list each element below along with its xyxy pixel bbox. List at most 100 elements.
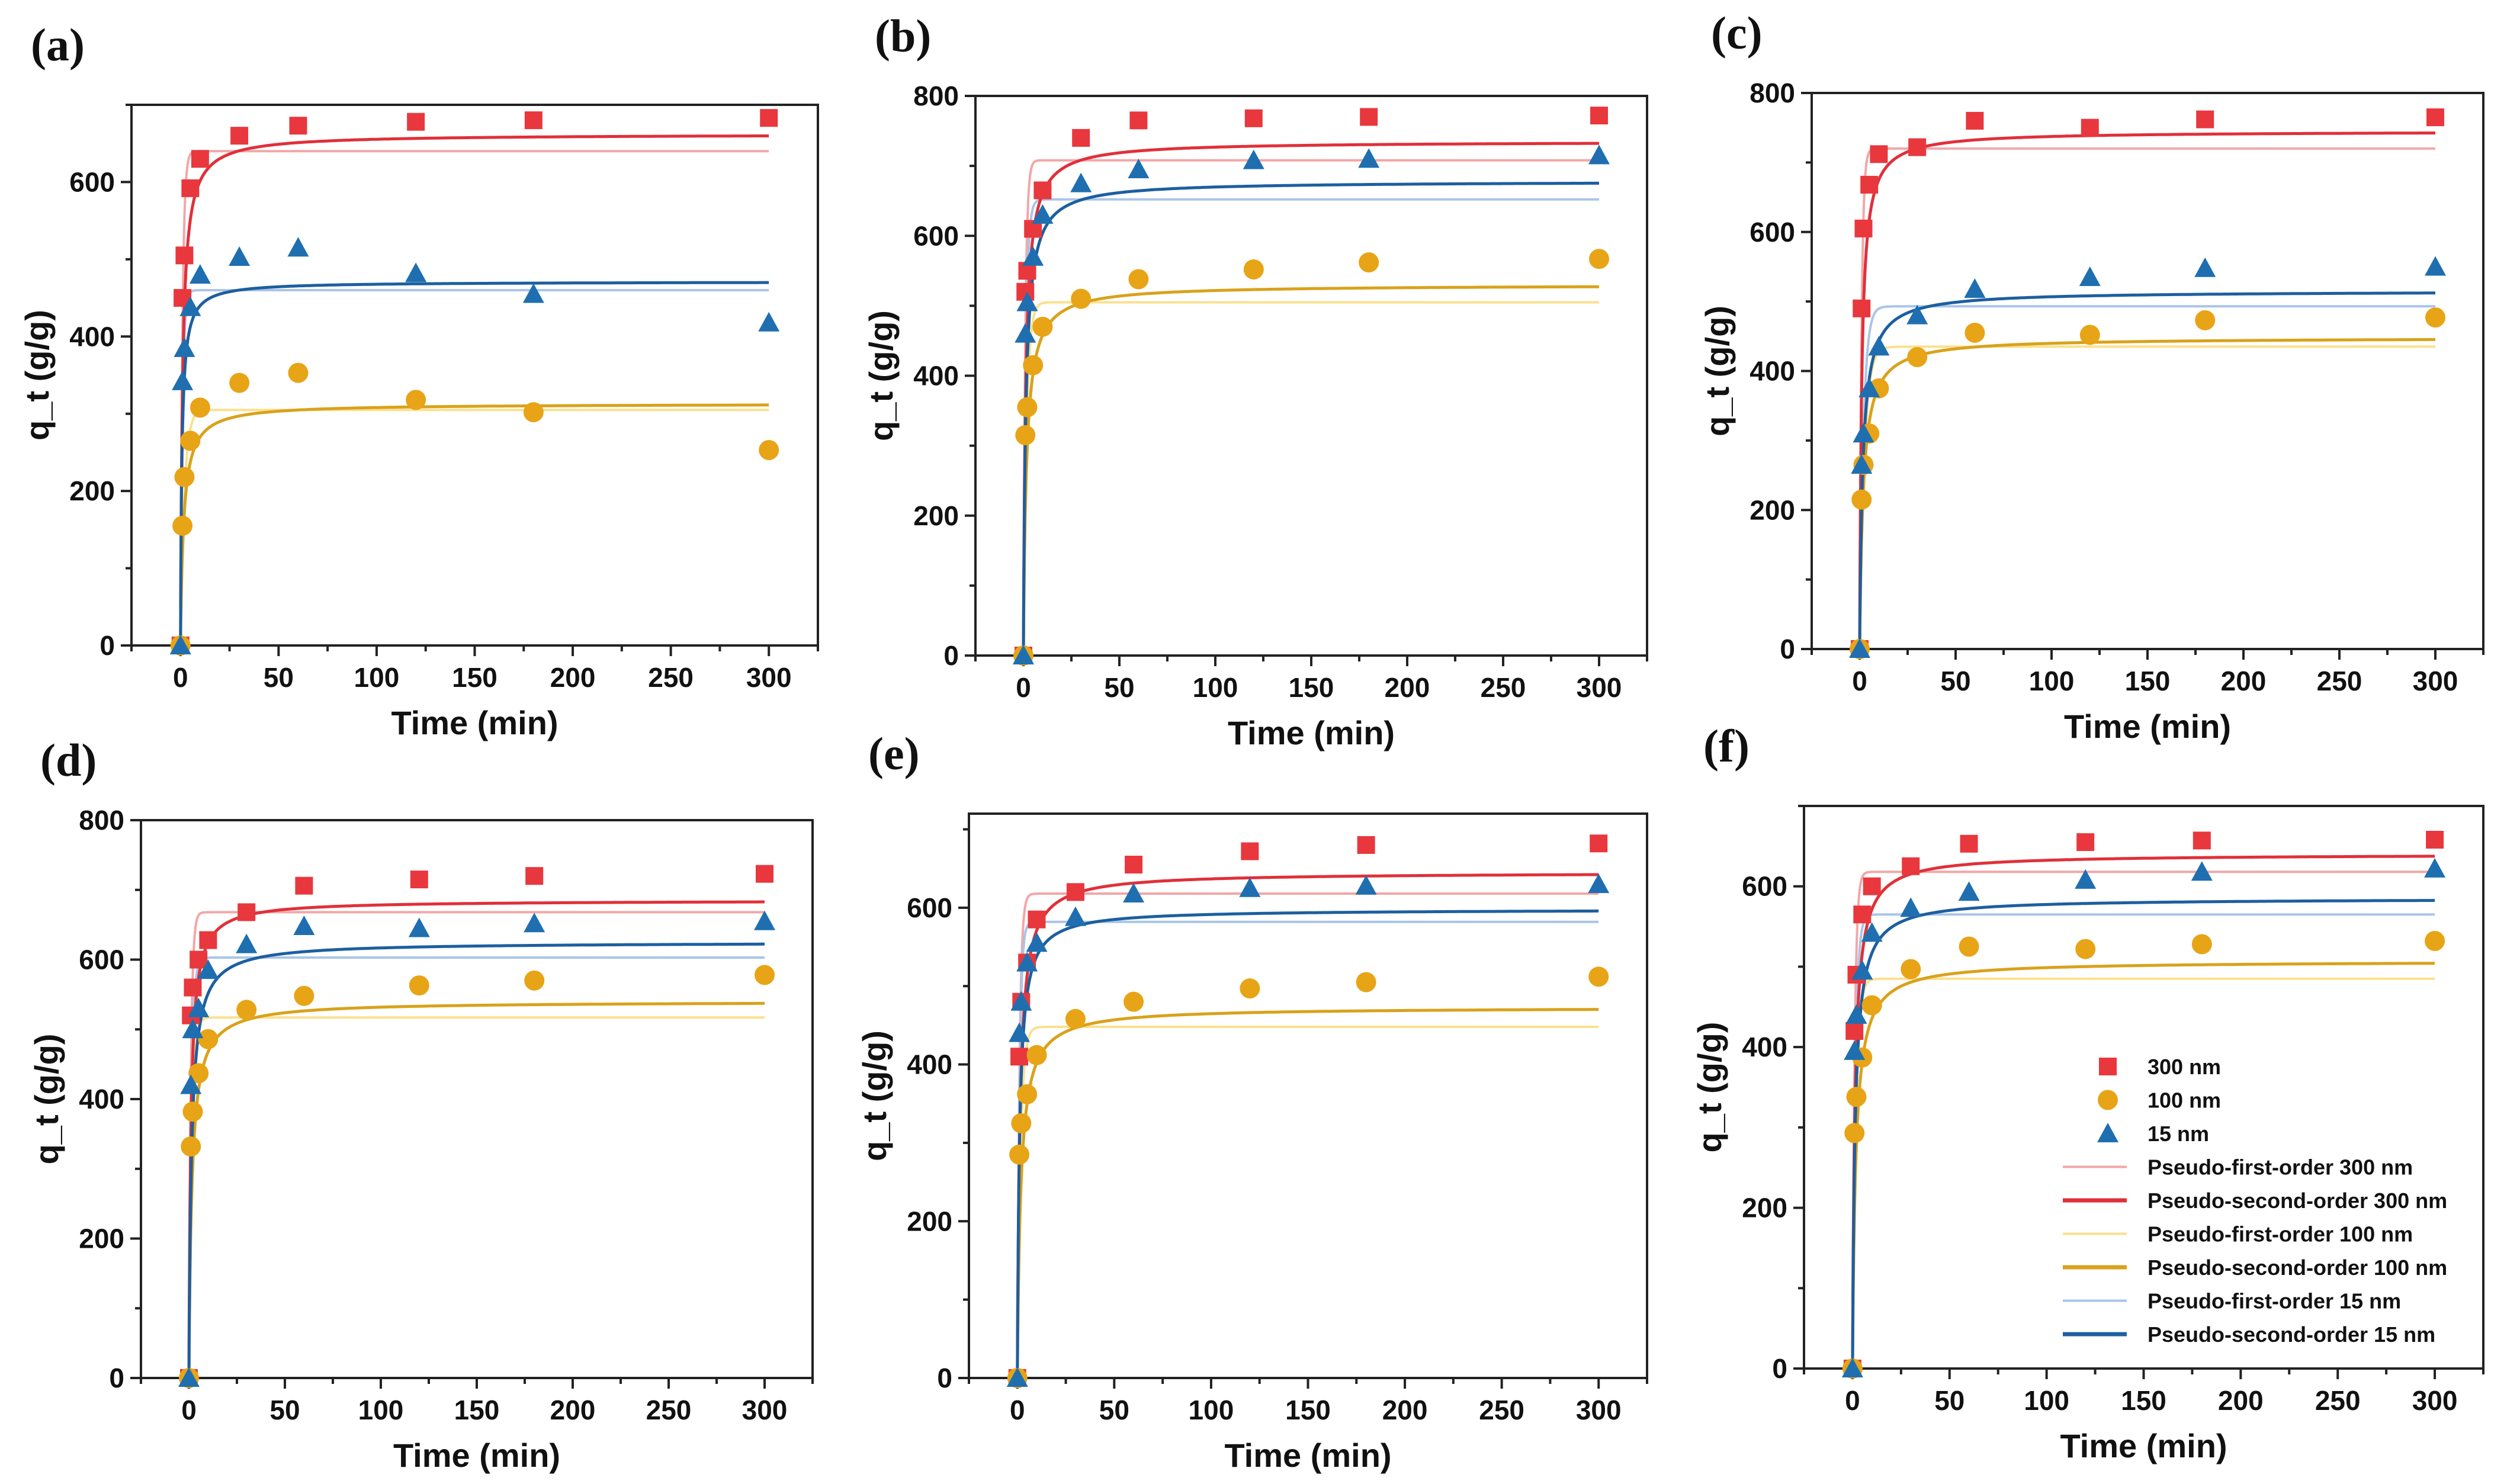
legend-item: Pseudo-second-order 100 nm <box>2063 1255 2447 1280</box>
data-point-s100 <box>172 515 193 536</box>
x-tick-label: 0 <box>1016 672 1031 703</box>
y-tick-label: 200 <box>69 476 115 506</box>
legend-item: Pseudo-first-order 15 nm <box>2063 1289 2401 1313</box>
legend-label: Pseudo-first-order 15 nm <box>2148 1289 2401 1313</box>
data-point-s100 <box>524 970 545 991</box>
y-tick-label: 0 <box>943 640 959 671</box>
x-tick-label: 50 <box>1940 666 1970 696</box>
data-point-s15 <box>293 915 315 935</box>
y-tick-label: 400 <box>907 1049 952 1080</box>
fit-curve-pfo100 <box>1858 345 2435 650</box>
data-point-s15 <box>524 913 545 933</box>
x-tick-label: 200 <box>550 662 596 693</box>
data-point-s100 <box>1964 322 1985 343</box>
data-point-s300 <box>1010 1048 1029 1066</box>
data-point-s15 <box>1858 377 1880 397</box>
data-point-s300 <box>756 865 773 883</box>
legend-label: 100 nm <box>2148 1088 2221 1113</box>
data-point-s300 <box>1960 834 1978 853</box>
data-point-s15 <box>1016 952 1038 972</box>
y-axis-title: q_t (g/g) <box>1691 1022 1728 1153</box>
data-point-s15 <box>1358 148 1380 168</box>
fit-curve-pso300 <box>179 134 769 646</box>
y-tick-label: 600 <box>913 220 959 251</box>
y-tick-label: 800 <box>913 81 959 111</box>
data-point-s15 <box>1022 246 1044 266</box>
data-point-s300 <box>295 876 313 895</box>
data-point-s300 <box>1357 836 1375 854</box>
y-tick-label: 400 <box>1750 356 1795 387</box>
data-point-s15 <box>1851 454 1873 474</box>
fit-curve-pso300 <box>1022 142 1599 656</box>
fit-curve-pfo300 <box>1858 147 2435 650</box>
y-axis-title: q_t (g/g) <box>28 1034 65 1165</box>
x-tick-label: 150 <box>454 1395 500 1425</box>
x-axis-title: Time (min) <box>391 704 558 741</box>
data-point-s15 <box>174 337 195 357</box>
data-point-s100 <box>180 431 201 451</box>
data-point-s300 <box>1845 1022 1864 1040</box>
panel-b: (b) 0 50 100 150 200 250 300 0 200 400 600 800 Time (… <box>862 10 1648 751</box>
legend-label: Pseudo-second-order 15 nm <box>2148 1322 2435 1347</box>
data-point-s300 <box>2196 110 2214 129</box>
data-point-s15 <box>1845 1004 1867 1024</box>
x-tick-label: 100 <box>358 1395 404 1425</box>
data-point-s300 <box>410 871 428 889</box>
x-tick-label: 300 <box>1576 1395 1622 1425</box>
data-point-s15 <box>1861 922 1883 942</box>
legend-label: Pseudo-second-order 100 nm <box>2148 1255 2447 1280</box>
legend-item: Pseudo-second-order 300 nm <box>2063 1189 2447 1213</box>
fit-curve-pfo15 <box>188 956 765 1379</box>
data-point-s300 <box>1860 175 1879 194</box>
data-point-s15 <box>1015 323 1036 343</box>
fit-curve-pfo100 <box>188 1016 765 1379</box>
legend-item: 15 nm <box>2097 1122 2209 1146</box>
data-point-s100 <box>1240 978 1260 999</box>
data-point-s15 <box>1906 304 1928 325</box>
y-tick-label: 600 <box>1750 217 1795 248</box>
data-point-s15 <box>1026 932 1048 952</box>
legend-item: Pseudo-second-order 15 nm <box>2063 1322 2435 1347</box>
x-tick-label: 300 <box>746 662 792 693</box>
data-point-s15 <box>172 370 194 390</box>
y-tick-label: 800 <box>1750 78 1795 108</box>
data-point-s100 <box>188 1063 209 1084</box>
fit-curve-pso15 <box>1851 899 2435 1369</box>
data-point-s100 <box>1359 252 1379 273</box>
data-point-s100 <box>1588 966 1609 987</box>
data-point-s300 <box>1066 883 1084 901</box>
data-point-s100 <box>182 1101 203 1122</box>
data-point-s15 <box>1239 877 1261 897</box>
legend-label: Pseudo-first-order 300 nm <box>2148 1155 2413 1180</box>
legend: 300 nm 100 nm 15 nm Pseudo-first-order 300 … <box>2063 1055 2447 1347</box>
x-tick-label: 150 <box>2121 1385 2166 1416</box>
x-tick-label: 0 <box>1845 1385 1860 1416</box>
data-point-s100 <box>2191 934 2212 955</box>
data-point-s100 <box>1243 259 1264 280</box>
data-point-s15 <box>1849 638 1870 658</box>
x-tick-label: 300 <box>742 1395 788 1425</box>
data-point-s15 <box>2079 266 2101 287</box>
data-point-s300 <box>1241 842 1259 860</box>
data-point-s100 <box>1071 288 1092 309</box>
data-point-s100 <box>236 1000 257 1020</box>
data-point-s15 <box>179 296 201 316</box>
y-tick-label: 0 <box>99 630 115 661</box>
data-point-s300 <box>1360 108 1378 126</box>
panel-f: (f) 0 50 100 150 200 250 300 0 200 400 600 Time (min… <box>1691 720 2484 1464</box>
fit-curve-pfo300 <box>1851 871 2435 1369</box>
legend-item: Pseudo-first-order 100 nm <box>2063 1222 2413 1247</box>
fit-curve-pfo300 <box>1016 892 1599 1379</box>
data-point-s100 <box>1901 959 1921 979</box>
data-point-s15 <box>1588 144 1610 165</box>
y-tick-label: 0 <box>1780 634 1795 664</box>
data-point-s300 <box>230 127 249 145</box>
data-point-s300 <box>2193 831 2211 850</box>
y-tick-label: 200 <box>913 500 959 531</box>
data-point-s300 <box>1028 910 1046 929</box>
fit-curve-pso15 <box>187 942 765 1379</box>
fit-curve-pfo15 <box>1858 305 2435 650</box>
y-tick-label: 600 <box>69 166 115 197</box>
data-point-s15 <box>1355 875 1377 895</box>
data-point-s300 <box>1033 181 1052 200</box>
